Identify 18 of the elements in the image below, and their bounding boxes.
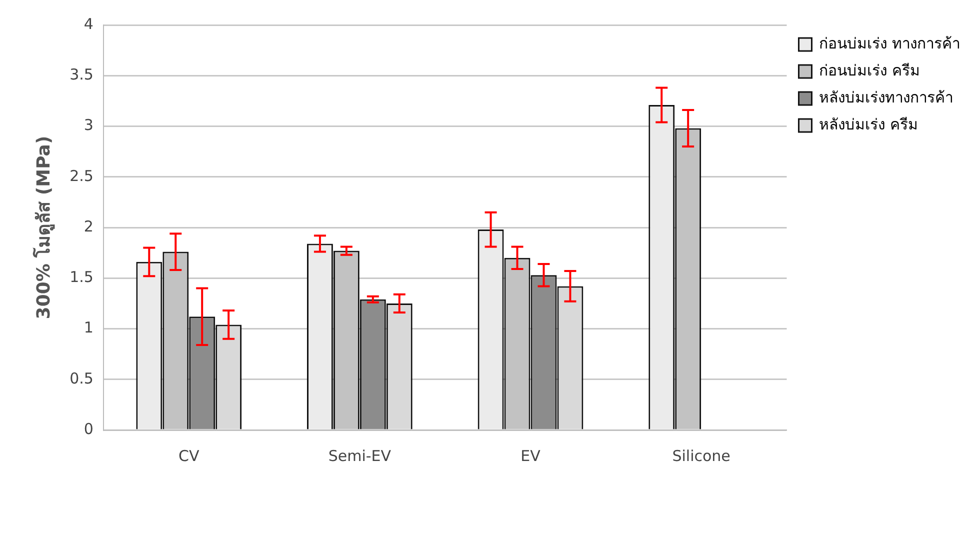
x-tick-label: Silicone: [672, 446, 730, 465]
x-tick-label: CV: [178, 446, 200, 465]
y-tick-label: 4: [84, 14, 94, 33]
x-tick-label: EV: [520, 446, 542, 465]
y-tick-label: 2: [84, 217, 94, 236]
y-tick-label: 0.5: [70, 369, 94, 388]
legend-label: ก่อนบ่มเร่ง ครีม: [819, 61, 920, 80]
x-tick-label: Semi-EV: [328, 446, 392, 465]
y-tick-label: 2.5: [70, 166, 94, 185]
legend-label: หลังบ่มเร่งทางการค้า: [819, 88, 954, 106]
y-tick-label: 3: [84, 116, 94, 134]
y-tick-label: 0: [84, 420, 94, 438]
y-tick-label: 1.5: [70, 268, 94, 286]
legend-label: ก่อนบ่มเร่ง ทางการค้า: [819, 34, 960, 52]
y-tick-label: 1: [84, 318, 94, 337]
legend-label: หลังบ่มเร่ง ครีม: [819, 115, 918, 134]
y-axis-title: 300% โมดูลัส (MPa): [32, 136, 56, 320]
y-tick-label: 3.5: [70, 66, 94, 84]
